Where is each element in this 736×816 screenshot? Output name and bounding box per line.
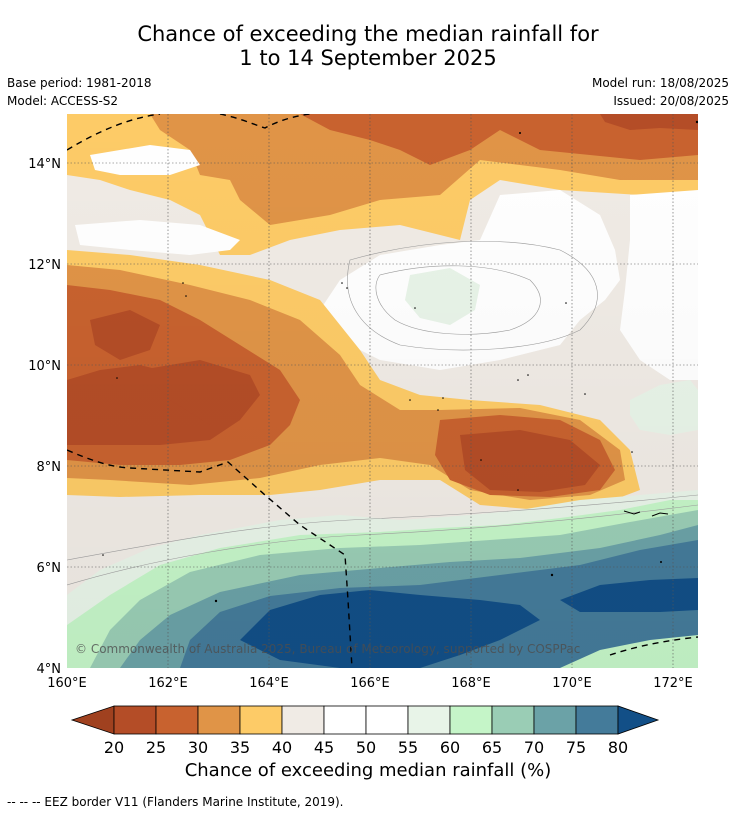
colorbar-segment <box>239 705 283 735</box>
rainfall-field: © Commonwealth of Australia 2025, Bureau… <box>67 114 698 668</box>
model-run-label: Model run: 18/08/2025 <box>591 76 729 90</box>
title-line-1: Chance of exceeding the median rainfall … <box>137 22 599 46</box>
colorbar-segment <box>449 705 493 735</box>
colorbar-segment <box>407 705 451 735</box>
model-label: Model: ACCESS-S2 <box>7 94 119 108</box>
colorbar-tick-label: 20 <box>104 738 124 757</box>
title-line-2: 1 to 14 September 2025 <box>239 46 497 70</box>
eez-border <box>67 114 698 668</box>
colorbar-tick-label: 75 <box>566 738 586 757</box>
colorbar-tick-label: 45 <box>314 738 334 757</box>
base-period-label: Base period: 1981-2018 <box>7 76 152 90</box>
colorbar-segment <box>155 705 199 735</box>
island-marks <box>102 120 698 603</box>
colorbar-segment <box>323 705 367 735</box>
eez-footnote: -- -- -- EEZ border V11 (Flanders Marine… <box>7 795 344 809</box>
colorbar-arrow-low <box>70 705 115 735</box>
lon-tick-162: 162°E <box>148 676 188 691</box>
colorbar-segment <box>113 705 157 735</box>
lon-tick-168: 168°E <box>451 676 491 691</box>
colorbar-segment <box>197 705 241 735</box>
lat-tick-4: 4°N <box>37 662 62 677</box>
colorbar-tick-label: 25 <box>146 738 166 757</box>
lon-tick-164: 164°E <box>249 676 289 691</box>
colorbar-title: Chance of exceeding median rainfall (%) <box>184 760 552 781</box>
graticule <box>67 114 698 668</box>
meta-left: Base period: 1981-2018 Model: ACCESS-S2 <box>7 74 152 110</box>
colorbar-tick-label: 65 <box>482 738 502 757</box>
field-shade <box>67 114 698 668</box>
colorbar-arrow-high <box>617 705 660 735</box>
lon-tick-166: 166°E <box>350 676 390 691</box>
contour-lines <box>67 240 698 586</box>
colorbar-tick-label: 50 <box>356 738 376 757</box>
lat-tick-8: 8°N <box>37 460 62 475</box>
colorbar-segment <box>533 705 577 735</box>
colorbar-tick-label: 70 <box>524 738 544 757</box>
map-title: Chance of exceeding the median rainfall … <box>0 22 736 70</box>
colorbar-tick-label: 30 <box>188 738 208 757</box>
colorbar-tick-label: 40 <box>272 738 292 757</box>
colorbar-segment <box>281 705 325 735</box>
colorbar: 20 25 30 35 40 45 50 55 60 65 70 75 80 <box>70 705 660 757</box>
lat-axis: 4°N 6°N 8°N 10°N 12°N 14°N <box>28 157 61 677</box>
lat-tick-12: 12°N <box>28 258 61 273</box>
copyright-text: © Commonwealth of Australia 2025, Bureau… <box>75 642 580 656</box>
colorbar-tick-label: 60 <box>440 738 460 757</box>
meta-right: Model run: 18/08/2025 Issued: 20/08/2025 <box>592 74 729 110</box>
colorbar-tick-label: 55 <box>398 738 418 757</box>
lat-tick-14: 14°N <box>28 157 61 172</box>
colorbar-segment <box>365 705 409 735</box>
colorbar-tick-label: 35 <box>230 738 250 757</box>
issued-label: Issued: 20/08/2025 <box>613 94 729 108</box>
lat-tick-6: 6°N <box>37 561 62 576</box>
lat-tick-10: 10°N <box>28 359 61 374</box>
colorbar-segment <box>491 705 535 735</box>
lon-axis: 160°E 162°E 164°E 166°E 168°E 170°E 172°… <box>47 676 693 691</box>
colorbar-segment <box>575 705 619 735</box>
lon-tick-160: 160°E <box>47 676 87 691</box>
lon-tick-170: 170°E <box>552 676 592 691</box>
colorbar-tick-label: 80 <box>608 738 628 757</box>
lon-tick-172: 172°E <box>653 676 693 691</box>
